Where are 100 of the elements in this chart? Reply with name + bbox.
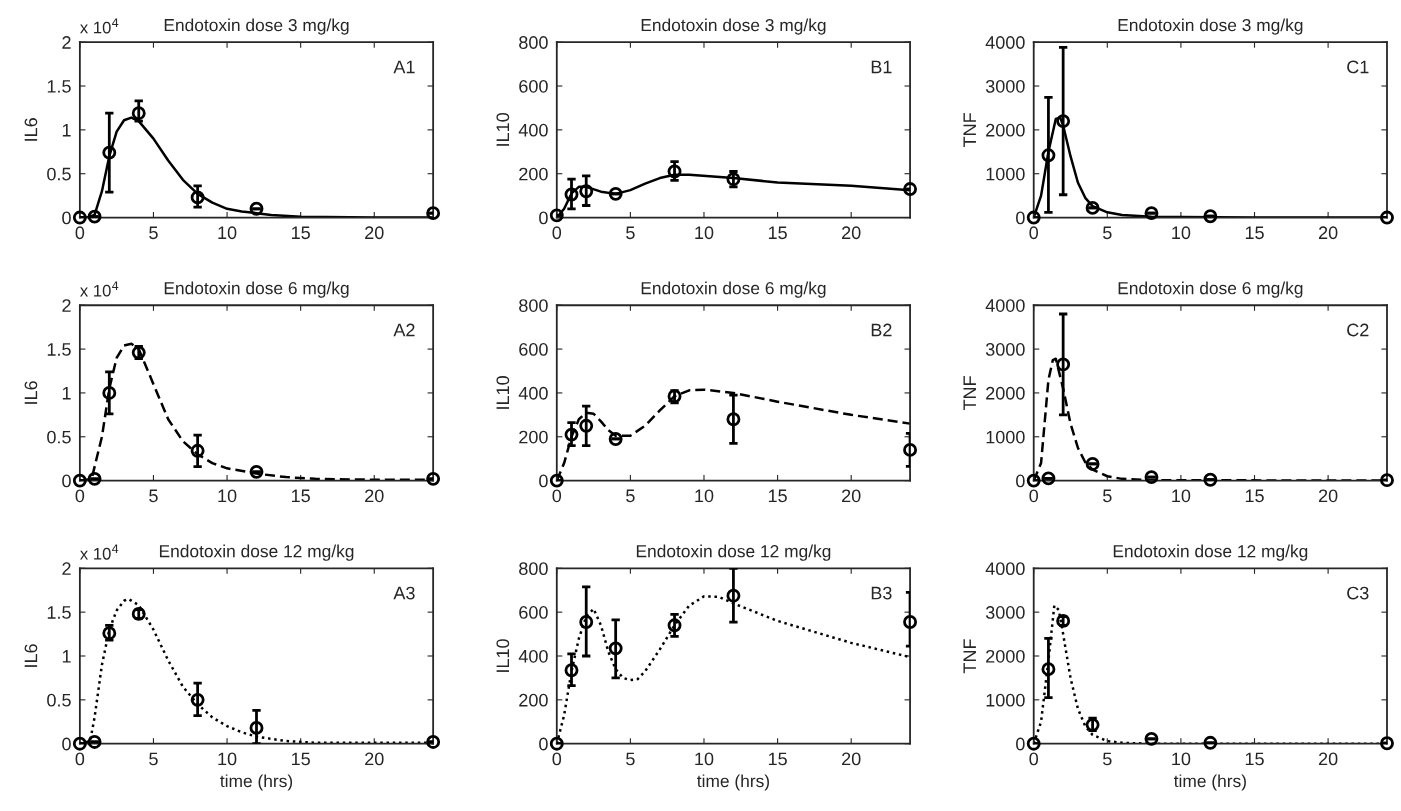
text: x 10$^{4}$ — [80, 544, 119, 560]
x-tick-label: 10 — [218, 489, 237, 503]
x-tick-label: 10 — [1172, 489, 1191, 503]
annotation: A2 — [393, 323, 415, 337]
y-tick-label: 0 — [62, 737, 71, 751]
point — [102, 385, 117, 400]
text: x 10$^{4}$ — [80, 18, 119, 34]
x-tick-label: 0 — [75, 489, 85, 503]
point — [1144, 731, 1159, 746]
x-tick-label: 15 — [768, 226, 787, 240]
x-tick-label: 20 — [365, 489, 384, 503]
point — [549, 736, 564, 751]
point — [1085, 200, 1100, 215]
point — [903, 442, 918, 457]
chart-title: Endotoxin dose 3 mg/kg — [1118, 18, 1303, 35]
x-tick-label: 20 — [365, 752, 384, 766]
point — [190, 443, 205, 458]
y-tick-label: 1000 — [986, 430, 1025, 444]
point — [1144, 206, 1159, 221]
annotation: A3 — [393, 586, 415, 600]
point — [608, 432, 623, 446]
point — [726, 412, 741, 427]
point — [1041, 148, 1056, 163]
text: x 10$^{4}$ — [80, 281, 119, 297]
annotation: A1 — [393, 60, 415, 74]
y-tick-label: 600 — [519, 79, 548, 93]
chart-title: Endotoxin dose 12 mg/kg — [159, 544, 354, 561]
x-tick-label: 10 — [1172, 226, 1191, 240]
point — [564, 663, 579, 678]
y-tick-label: 200 — [519, 693, 548, 707]
point — [1041, 471, 1056, 486]
x-tick-label: 10 — [695, 226, 714, 240]
x-tick-label: 5 — [1103, 226, 1112, 240]
point — [249, 464, 264, 479]
point — [72, 473, 87, 488]
point — [426, 734, 441, 749]
x-tick-label: 15 — [768, 489, 787, 503]
y-tick-label: 2 — [62, 36, 71, 49]
point — [426, 471, 441, 486]
x-tick-label: 10 — [218, 226, 237, 240]
x-tick-label: 0 — [1029, 226, 1039, 240]
x-tick-label: 10 — [695, 752, 714, 766]
point — [87, 471, 102, 486]
x-tick-label: 0 — [1029, 752, 1039, 766]
point — [249, 720, 264, 735]
y-tick-label: 0 — [539, 474, 548, 488]
y-tick-label: 0 — [62, 474, 71, 488]
x-tick-label: 20 — [842, 226, 861, 240]
y-tick-label: 200 — [519, 430, 548, 444]
x-tick-label: 5 — [626, 226, 635, 240]
chart-title: Endotoxin dose 3 mg/kg — [641, 18, 826, 35]
point — [87, 734, 102, 749]
x-tick-label: 20 — [1318, 752, 1338, 766]
x-tick-label: 0 — [552, 752, 562, 766]
point — [579, 184, 594, 199]
y-tick-label: 1.5 — [47, 80, 71, 93]
point — [549, 473, 564, 488]
point — [87, 209, 102, 224]
chart-title: Endotoxin dose 6 mg/kg — [641, 281, 826, 298]
point — [564, 187, 579, 202]
x-tick-label: 15 — [1245, 752, 1264, 766]
x-tick-label: 0 — [75, 752, 85, 766]
y-axis-title: TNF — [963, 639, 976, 674]
x-tick-label: 20 — [842, 752, 861, 766]
point — [564, 427, 579, 442]
point — [1380, 736, 1394, 751]
x-tick-label: 5 — [1103, 752, 1112, 766]
x-axis-title: time (hrs) — [220, 774, 293, 791]
annotation: C1 — [1347, 60, 1369, 74]
point — [1026, 473, 1041, 488]
point — [1203, 472, 1218, 487]
point — [903, 615, 918, 629]
y-axis-title: IL6 — [24, 644, 38, 667]
x-tick-label: 20 — [1318, 489, 1338, 503]
x-tick-label: 15 — [291, 752, 310, 766]
point — [102, 145, 117, 160]
x-tick-label: 20 — [842, 489, 861, 503]
point — [72, 736, 87, 751]
x-tick-label: 5 — [626, 752, 635, 766]
point — [1380, 473, 1394, 488]
y-tick-label: 600 — [519, 606, 548, 619]
y-tick-label: 0 — [1016, 211, 1025, 225]
y-tick-label: 4000 — [985, 562, 1025, 576]
x-tick-label: 15 — [291, 226, 310, 240]
point — [426, 206, 441, 221]
point — [667, 618, 682, 633]
point — [1144, 470, 1159, 485]
point — [190, 692, 205, 707]
x-tick-label: 15 — [1245, 226, 1264, 240]
y-tick-label: 2000 — [986, 386, 1025, 400]
y-tick-label: 200 — [519, 167, 548, 181]
y-tick-label: 800 — [519, 562, 548, 576]
y-tick-label: 600 — [519, 343, 548, 356]
y-tick-label: 1.5 — [47, 606, 71, 619]
y-tick-label: 0.5 — [47, 167, 71, 181]
point — [608, 186, 623, 201]
x-tick-label: 5 — [149, 226, 158, 240]
y-tick-label: 1 — [62, 123, 71, 137]
x-tick-label: 5 — [1103, 489, 1112, 503]
y-axis-title: IL10 — [496, 639, 510, 672]
